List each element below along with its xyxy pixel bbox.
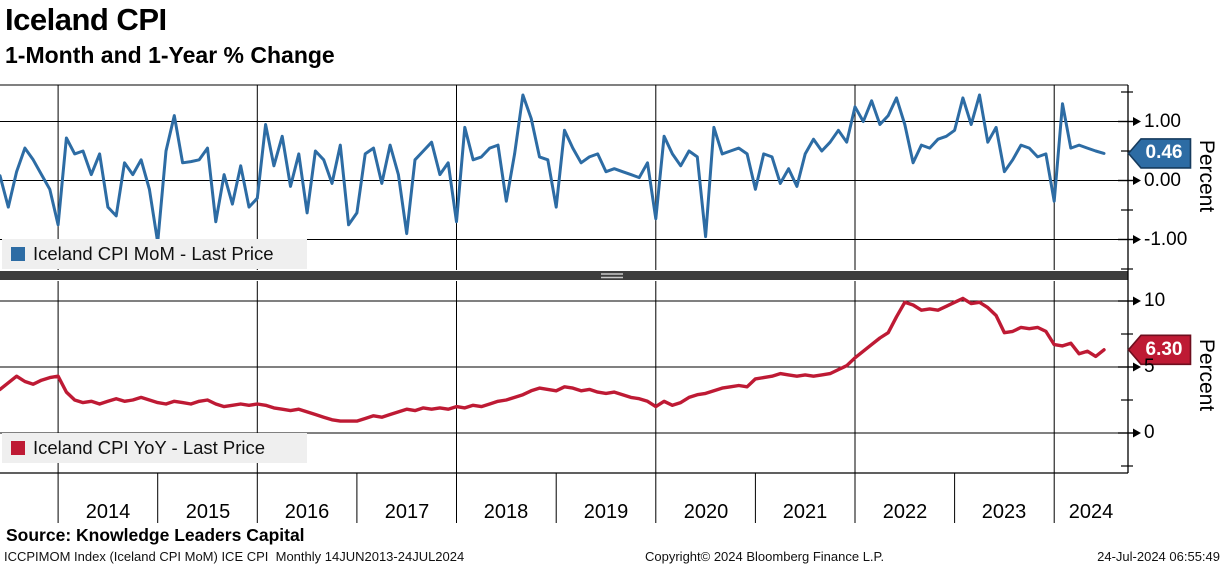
y-axis-tick-arrow-icon	[1133, 362, 1141, 372]
x-axis-year-label: 2017	[384, 501, 430, 523]
footer-timestamp: 24-Jul-2024 06:55:49	[1097, 549, 1220, 564]
y-tick-label: 0	[1144, 422, 1155, 443]
x-axis-year-label: 2018	[483, 501, 529, 523]
footer-ticker-info: ICCPIMOM Index (Iceland CPI MoM) ICE CPI…	[4, 549, 465, 564]
mom-series-line	[0, 93, 1106, 244]
x-axis-year-label: 2019	[583, 501, 629, 523]
y-axis-tick-arrow-icon	[1133, 296, 1141, 306]
y-axis-title: Percent	[1195, 139, 1218, 213]
y-axis-tick-arrow-icon	[1133, 428, 1141, 438]
mom-series-swatch-icon	[11, 247, 25, 261]
x-axis-year-label: 2014	[85, 501, 131, 523]
y-tick-label: -1.00	[1144, 229, 1188, 250]
yoy-last-price-badge	[1127, 334, 1192, 366]
legend-yoy[interactable]: Iceland CPI YoY - Last Price	[2, 433, 307, 463]
mom-last-price-badge	[1127, 138, 1192, 169]
y-axis-tick-arrow-icon	[1133, 117, 1141, 126]
page-subtitle: 1-Month and 1-Year % Change	[5, 42, 335, 68]
x-axis-year-label: 2024	[1068, 501, 1114, 523]
y-tick-label: 10	[1144, 290, 1166, 311]
yoy-series-swatch-icon	[11, 441, 25, 455]
y-tick-label: 0.00	[1144, 170, 1181, 191]
y-tick-label: 5	[1144, 356, 1155, 377]
x-axis-year-label: 2016	[284, 501, 330, 523]
x-axis-year-label: 2015	[185, 501, 231, 523]
mom-last-price-value: 0.46	[1145, 142, 1183, 163]
footer-copyright: Copyright© 2024 Bloomberg Finance L.P.	[645, 549, 885, 564]
yoy-series-line	[0, 296, 1106, 423]
y-axis-tick-arrow-icon	[1133, 235, 1141, 244]
x-axis-year-label: 2023	[981, 501, 1027, 523]
y-tick-label: 1.00	[1144, 111, 1181, 132]
legend-yoy-label: Iceland CPI YoY - Last Price	[33, 437, 266, 458]
x-axis-year-label: 2021	[782, 501, 828, 523]
panel-separator[interactable]	[0, 271, 1128, 280]
page-title: Iceland CPI	[5, 2, 167, 37]
y-axis-title: Percent	[1195, 338, 1218, 412]
source-note: Source: Knowledge Leaders Capital	[6, 525, 305, 545]
legend-mom-label: Iceland CPI MoM - Last Price	[33, 243, 274, 264]
x-axis-year-label: 2022	[882, 501, 928, 523]
yoy-last-price-value: 6.30	[1145, 339, 1183, 360]
x-axis-year-label: 2020	[683, 501, 729, 523]
legend-mom[interactable]: Iceland CPI MoM - Last Price	[2, 239, 307, 269]
y-axis-tick-arrow-icon	[1133, 176, 1141, 185]
